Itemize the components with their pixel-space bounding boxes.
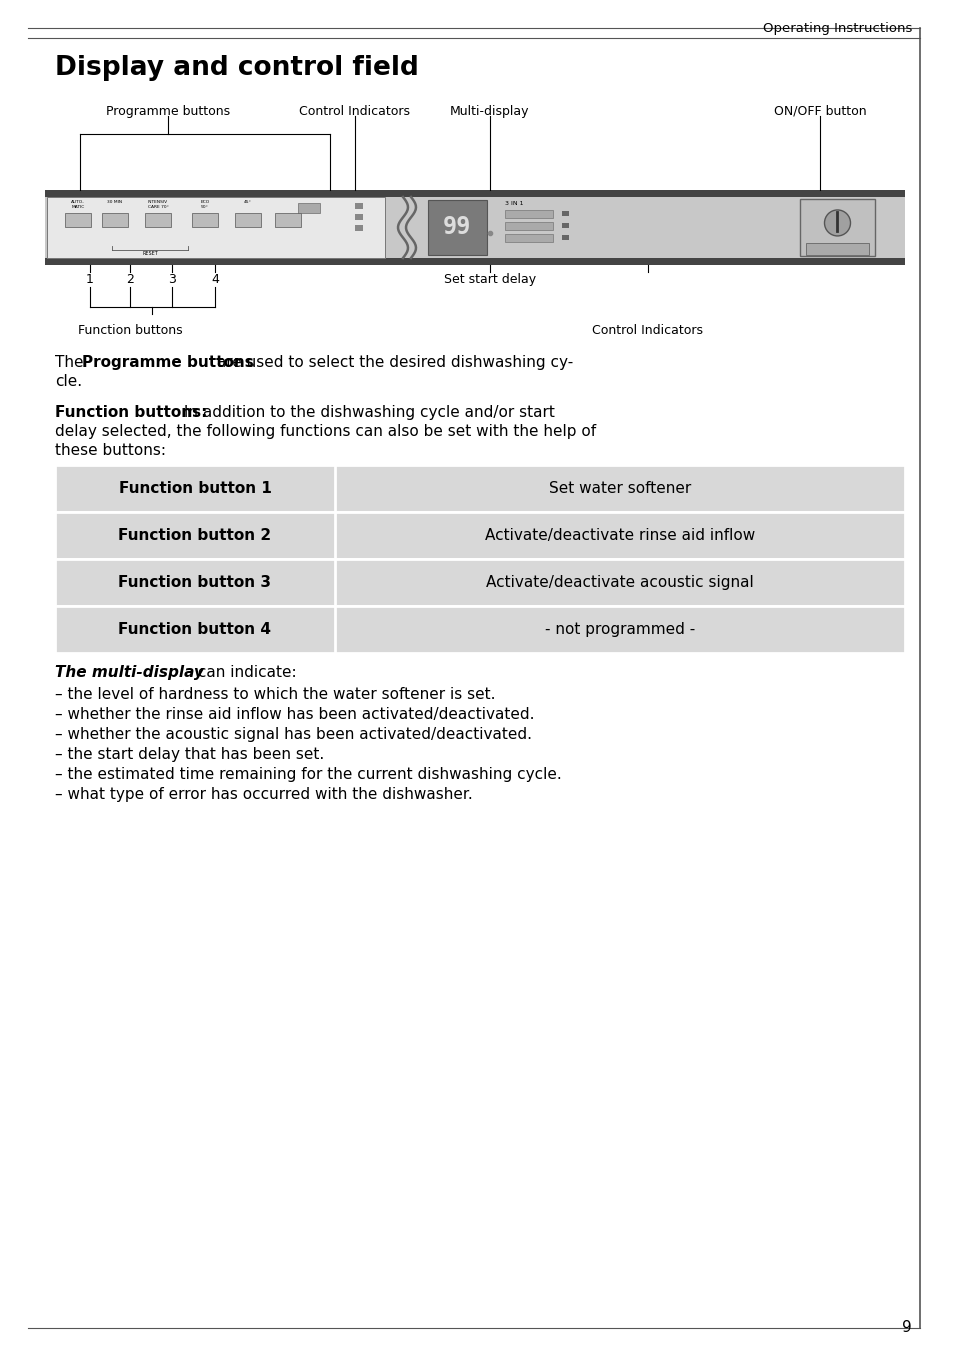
Text: – whether the rinse aid inflow has been activated/deactivated.: – whether the rinse aid inflow has been …	[55, 707, 534, 722]
Text: Function button 3: Function button 3	[118, 575, 272, 589]
Bar	[805, 243, 868, 256]
Bar	[55, 465, 904, 512]
Bar	[45, 258, 904, 265]
Bar	[355, 214, 363, 220]
Bar	[102, 214, 128, 227]
Text: delay selected, the following functions can also be set with the help of: delay selected, the following functions …	[55, 425, 596, 439]
Text: can indicate:: can indicate:	[193, 665, 296, 680]
Bar	[192, 214, 218, 227]
Text: – whether the acoustic signal has been activated/deactivated.: – whether the acoustic signal has been a…	[55, 727, 532, 742]
Text: Function button 4: Function button 4	[118, 622, 272, 637]
Text: In addition to the dishwashing cycle and/or start: In addition to the dishwashing cycle and…	[179, 406, 555, 420]
Bar	[55, 558, 904, 606]
Text: – what type of error has occurred with the dishwasher.: – what type of error has occurred with t…	[55, 787, 473, 802]
Bar	[297, 203, 319, 214]
Text: INTENSIV
CARE 70°: INTENSIV CARE 70°	[148, 200, 169, 208]
Text: The multi-display: The multi-display	[55, 665, 204, 680]
Text: Activate/deactivate acoustic signal: Activate/deactivate acoustic signal	[486, 575, 753, 589]
Bar	[504, 210, 553, 218]
Text: – the estimated time remaining for the current dishwashing cycle.: – the estimated time remaining for the c…	[55, 767, 561, 781]
Text: Operating Instructions: Operating Instructions	[761, 22, 911, 35]
Bar	[504, 222, 553, 230]
Bar	[800, 199, 874, 256]
Text: Set start delay: Set start delay	[443, 273, 536, 287]
Text: 4: 4	[211, 273, 218, 287]
Text: – the start delay that has been set.: – the start delay that has been set.	[55, 748, 324, 763]
Text: are used to select the desired dishwashing cy-: are used to select the desired dishwashi…	[212, 356, 573, 370]
Text: - not programmed -: - not programmed -	[544, 622, 695, 637]
Bar	[274, 214, 301, 227]
Text: 3 IN 1: 3 IN 1	[504, 201, 523, 206]
Text: Programme buttons: Programme buttons	[106, 105, 230, 118]
Text: ON/OFF button: ON/OFF button	[773, 105, 865, 118]
Text: The: The	[55, 356, 89, 370]
Bar	[355, 224, 363, 231]
Text: 1: 1	[86, 273, 93, 287]
Text: cle.: cle.	[55, 375, 82, 389]
Text: RESET: RESET	[142, 251, 157, 256]
Bar	[47, 197, 385, 258]
Text: Set water softener: Set water softener	[548, 481, 690, 496]
Bar	[561, 223, 568, 228]
Text: Function button 2: Function button 2	[118, 529, 272, 544]
Bar	[45, 191, 904, 197]
Bar	[355, 203, 363, 210]
Text: – the level of hardness to which the water softener is set.: – the level of hardness to which the wat…	[55, 687, 495, 702]
Bar	[65, 214, 91, 227]
Text: Function button 1: Function button 1	[118, 481, 272, 496]
Text: these buttons:: these buttons:	[55, 443, 166, 458]
Bar	[145, 214, 171, 227]
Text: Control Indicators: Control Indicators	[299, 105, 410, 118]
Bar	[234, 214, 261, 227]
Text: Multi-display: Multi-display	[450, 105, 529, 118]
Text: 9: 9	[902, 1320, 911, 1334]
Bar	[45, 197, 904, 258]
Text: Activate/deactivate rinse aid inflow: Activate/deactivate rinse aid inflow	[484, 529, 755, 544]
Bar	[55, 512, 904, 558]
Bar	[428, 200, 486, 256]
Text: Control Indicators: Control Indicators	[592, 324, 702, 337]
Text: 45°: 45°	[244, 200, 252, 204]
Text: Function buttons: Function buttons	[77, 324, 182, 337]
Text: ECO
50°: ECO 50°	[200, 200, 210, 208]
Text: 99: 99	[443, 215, 471, 239]
Text: Display and control field: Display and control field	[55, 55, 418, 81]
Text: 2: 2	[126, 273, 133, 287]
Text: 30 MIN: 30 MIN	[108, 200, 122, 204]
Bar	[561, 235, 568, 241]
Text: Function buttons:: Function buttons:	[55, 406, 207, 420]
Bar	[561, 211, 568, 216]
Text: 3: 3	[168, 273, 175, 287]
Bar	[504, 234, 553, 242]
Text: AUTO-
MATIC: AUTO- MATIC	[71, 200, 85, 208]
Text: Programme buttons: Programme buttons	[82, 356, 253, 370]
Circle shape	[823, 210, 850, 237]
Bar	[55, 606, 904, 653]
